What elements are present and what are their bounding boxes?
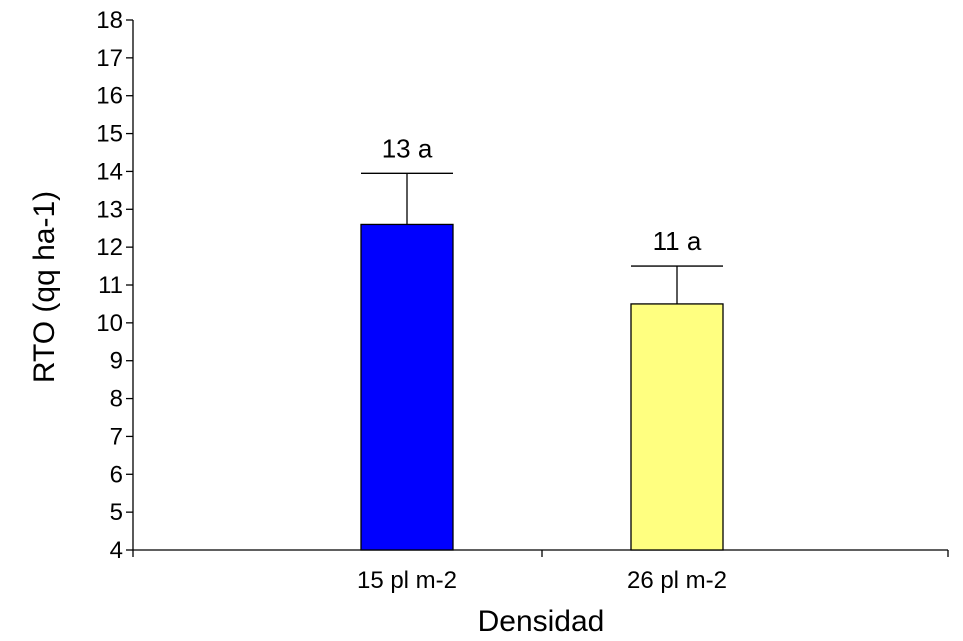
y-tick-label: 17 — [96, 45, 123, 72]
y-tick-label: 11 — [98, 272, 123, 299]
x-axis: 15 pl m-2 26 pl m-2 — [132, 549, 949, 594]
bar — [360, 223, 454, 551]
y-axis: 4 5 6 7 8 9 10 11 12 13 14 15 16 17 18 — [96, 7, 134, 564]
x-tick-label: 15 pl m-2 — [357, 567, 457, 594]
error-bars — [361, 172, 723, 304]
y-tick-label: 16 — [96, 83, 123, 110]
x-axis-title: Densidad — [478, 605, 605, 638]
y-tick-label: 5 — [110, 499, 123, 526]
bars — [360, 223, 724, 551]
y-tick-label: 12 — [96, 234, 123, 261]
y-tick-label: 7 — [110, 423, 123, 450]
y-tick-label: 6 — [110, 461, 123, 488]
bar — [630, 303, 724, 551]
y-tick-label: 18 — [96, 7, 123, 34]
data-label: 11 a — [653, 226, 702, 256]
y-tick-label: 15 — [96, 121, 123, 148]
y-tick-label: 14 — [96, 158, 123, 185]
data-label: 13 a — [382, 133, 433, 163]
y-tick-label: 4 — [110, 537, 123, 564]
annotations: 13 a 11 a — [382, 133, 702, 256]
x-tick-label: 26 pl m-2 — [627, 567, 727, 594]
y-tick-label: 8 — [110, 386, 123, 413]
y-axis-title: RTO (qq ha-1) — [28, 191, 61, 383]
y-tick-label: 10 — [96, 310, 123, 337]
y-tick-label: 13 — [96, 196, 123, 223]
y-tick-label: 9 — [110, 348, 123, 375]
